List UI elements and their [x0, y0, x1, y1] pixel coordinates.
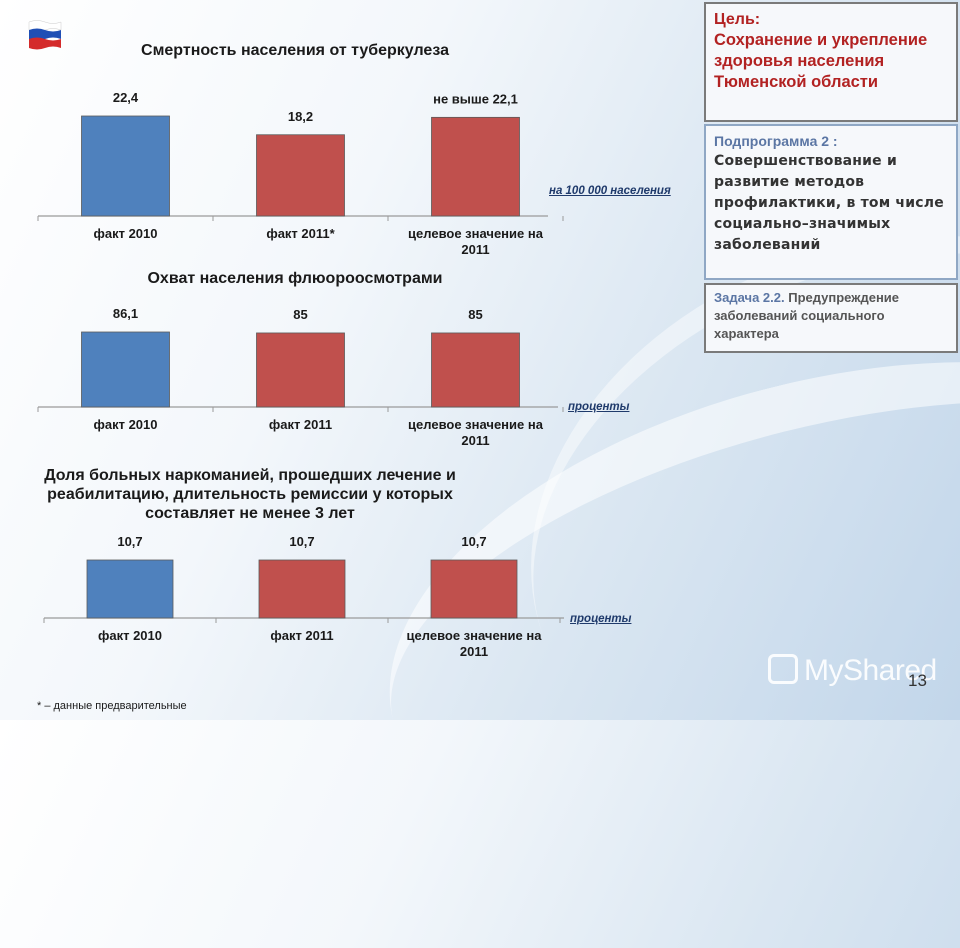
drug-addiction-chart: 10,7 факт 2010 10,7 факт 2011 10,7 целевое зн…	[43, 528, 574, 668]
data-label: 22,4	[113, 90, 139, 105]
chart-title-fluorography: Охват населения флюороосмотрами	[147, 270, 443, 287]
russia-flag-icon	[28, 19, 62, 51]
watermark: MyShared	[768, 654, 937, 688]
bar	[256, 332, 345, 408]
data-label: 10,7	[289, 534, 314, 549]
bar	[86, 559, 174, 619]
category-label: факт 2011*	[266, 226, 335, 241]
category-label: целевое значение на 2011	[407, 628, 543, 659]
category-label: факт 2010	[98, 628, 162, 643]
goal-box: Цель: Сохранение и укрепление здоровья н…	[704, 2, 958, 122]
watermark-text: MyShared	[804, 654, 937, 687]
bar	[81, 115, 170, 217]
goal-text: Сохранение и укрепление здоровья населен…	[714, 31, 928, 91]
fluorography-chart: 86,1 факт 2010 85 факт 2011 85 целевое значен…	[37, 300, 568, 460]
bar	[430, 559, 518, 619]
data-label: 86,1	[113, 306, 138, 321]
task-box: Задача 2.2. Предупреждение заболеваний с…	[704, 283, 958, 353]
bar	[258, 559, 346, 619]
data-label: не выше 22,1	[433, 91, 518, 106]
bar	[431, 332, 520, 408]
category-label: факт 2010	[93, 417, 157, 432]
chart-title-drug-addiction: Доля больных наркоманией, прошедших лече…	[44, 467, 456, 522]
task-label: Задача 2.2.	[714, 290, 785, 305]
presentation-icon	[768, 654, 798, 684]
bar	[431, 116, 520, 217]
data-label: 10,7	[461, 534, 486, 549]
category-label: целевое значение на 2011	[408, 226, 544, 257]
unit-label: проценты	[568, 401, 630, 413]
category-label: факт 2011	[269, 417, 332, 432]
subprogram-text: Совершенствование и развитие методов про…	[714, 153, 944, 253]
bar	[81, 331, 170, 408]
page-number: 13	[908, 671, 927, 690]
category-label: факт 2010	[93, 226, 157, 241]
task-text: Предупреждение заболеваний социального х…	[714, 290, 900, 341]
subprogram-box: Подпрограмма 2 : Совершенствование и раз…	[704, 124, 958, 280]
category-label: целевое значение на 2011	[408, 417, 544, 448]
data-label: 85	[468, 307, 482, 322]
data-label: 85	[293, 307, 307, 322]
subprogram-label: Подпрограмма 2 :	[714, 133, 838, 149]
bar	[256, 134, 345, 217]
data-label: 18,2	[288, 109, 313, 124]
data-label: 10,7	[117, 534, 142, 549]
footnote: * – данные предварительные	[37, 700, 187, 712]
category-label: факт 2011	[270, 628, 333, 643]
chart-title-tuberculosis: Смертность населения от туберкулеза	[141, 42, 449, 59]
tuberculosis-chart: 22,4 факт 2010 18,2 факт 2011* не выше 22,1 ц…	[37, 76, 564, 266]
goal-label: Цель:	[714, 11, 761, 28]
unit-label: проценты	[570, 613, 632, 625]
unit-label: на 100 000 населения	[549, 185, 671, 197]
